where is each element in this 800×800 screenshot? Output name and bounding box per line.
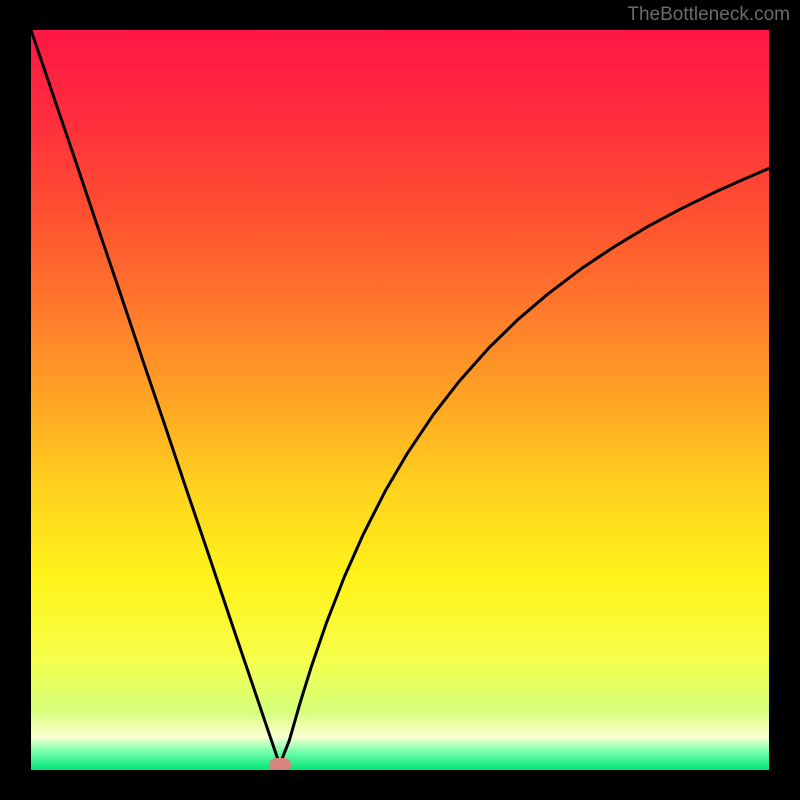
chart-root: TheBottleneck.com [0,0,800,800]
optimum-marker [269,758,291,770]
bottleneck-curve [31,30,769,770]
plot-area [31,30,769,770]
watermark-text: TheBottleneck.com [627,4,790,26]
